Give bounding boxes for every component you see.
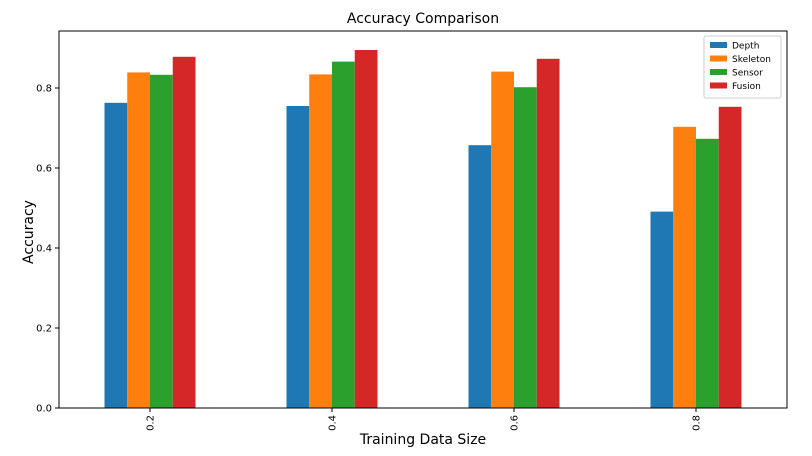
plot-area: 0.0 0.2 0.4 0.6 0.8 0.2 0.4 0.6 0.8 Depth Skeleton… <box>36 30 788 431</box>
y-axis-label: Accuracy <box>21 200 37 264</box>
axes-frame <box>58 30 788 409</box>
bar-sensor-0.6 <box>514 87 537 408</box>
y-tick-label: 0.6 <box>36 164 52 175</box>
bar-fusion-0.8 <box>718 106 742 409</box>
bar-sensor-0.8 <box>696 138 719 409</box>
x-axis-label: Training Data Size <box>359 432 486 448</box>
bar-depth-0.2 <box>104 102 128 409</box>
legend-swatch-skeleton <box>710 55 727 62</box>
bar-skeleton-0.4 <box>309 74 332 409</box>
legend-label-sensor: Sensor <box>732 69 763 79</box>
y-tick-label: 0.8 <box>36 84 52 95</box>
legend-label-fusion: Fusion <box>732 82 761 92</box>
bar-sensor-0.4 <box>332 61 355 408</box>
x-tick-label: 0.2 <box>146 415 157 431</box>
bar-fusion-0.4 <box>354 50 378 408</box>
bar-fusion-0.6 <box>536 58 560 409</box>
y-tick-label: 0.4 <box>36 244 52 255</box>
bar-fusion-0.2 <box>172 56 196 409</box>
y-tick-label: 0.0 <box>36 404 52 415</box>
bar-depth-0.8 <box>650 211 674 408</box>
legend-swatch-depth <box>710 42 727 48</box>
bar-skeleton-0.8 <box>673 126 696 409</box>
legend-swatch-sensor <box>710 69 727 75</box>
legend-label-depth: Depth <box>732 42 759 52</box>
chart-title: Accuracy Comparison <box>347 11 499 27</box>
bar-skeleton-0.6 <box>491 71 514 408</box>
x-tick-label: 0.6 <box>510 415 521 431</box>
y-tick-label: 0.2 <box>36 324 52 335</box>
bar-skeleton-0.2 <box>127 72 150 409</box>
x-tick-label: 0.8 <box>692 415 703 431</box>
legend-label-skeleton: Skeleton <box>732 55 771 65</box>
bar-depth-0.4 <box>286 106 310 408</box>
bar-depth-0.6 <box>468 145 492 408</box>
legend-swatch-fusion <box>710 82 727 89</box>
x-tick-label: 0.4 <box>328 415 339 431</box>
bar-sensor-0.2 <box>150 74 173 409</box>
